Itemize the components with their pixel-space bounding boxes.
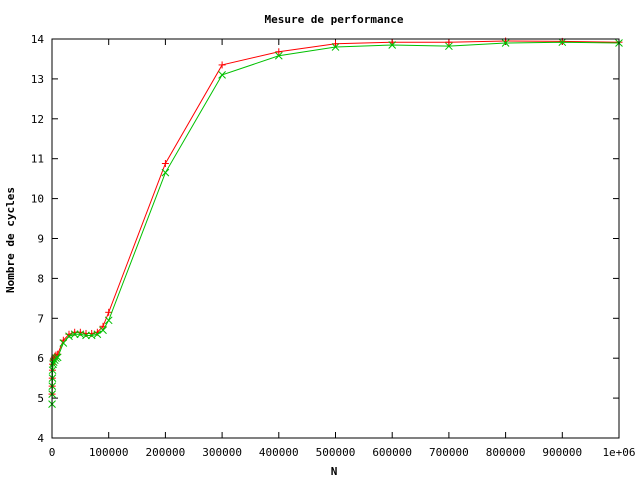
x-tick-label: 600000 xyxy=(372,446,412,459)
data-point xyxy=(65,332,73,341)
data-point xyxy=(332,40,339,48)
x-tick-label: 900000 xyxy=(542,446,582,459)
data-point xyxy=(445,38,453,46)
series-2 xyxy=(48,38,623,408)
data-point xyxy=(558,38,567,47)
data-point xyxy=(218,71,226,79)
x-axis-label: N xyxy=(331,465,338,478)
data-point xyxy=(49,358,58,367)
x-tick-label: 800000 xyxy=(486,446,526,459)
y-tick-label: 10 xyxy=(31,193,44,206)
data-point xyxy=(218,61,226,69)
y-tick-label: 5 xyxy=(37,392,44,405)
data-point xyxy=(161,168,170,177)
data-point xyxy=(70,330,79,339)
y-tick-label: 14 xyxy=(31,33,45,46)
y-tick-label: 8 xyxy=(37,272,44,285)
x-tick-label: 400000 xyxy=(259,446,299,459)
series-layer xyxy=(48,37,623,408)
data-point xyxy=(105,308,113,316)
x-tick-label: 300000 xyxy=(202,446,242,459)
y-tick-label: 6 xyxy=(37,352,44,365)
data-point xyxy=(48,366,57,375)
y-tick-label: 4 xyxy=(37,432,44,445)
chart-title: Mesure de performance xyxy=(264,13,403,26)
x-tick-label: 500000 xyxy=(316,446,356,459)
data-point xyxy=(59,339,68,347)
series-2-line xyxy=(51,41,620,405)
x-tick-label: 1e+06 xyxy=(602,446,635,459)
x-tick-label: 700000 xyxy=(429,446,469,459)
data-point xyxy=(99,326,107,335)
data-point xyxy=(274,51,283,60)
x-tick-label: 100000 xyxy=(89,446,129,459)
data-point xyxy=(501,39,510,47)
data-point xyxy=(93,330,102,339)
y-tick-label: 12 xyxy=(31,113,44,126)
y-tick-label: 13 xyxy=(31,73,44,86)
data-point xyxy=(82,331,90,340)
data-point xyxy=(52,354,60,363)
data-point xyxy=(388,41,397,49)
data-point xyxy=(161,159,169,167)
data-point xyxy=(275,48,283,56)
x-tick-label: 0 xyxy=(49,446,56,459)
data-point xyxy=(49,360,57,369)
data-point xyxy=(331,43,340,51)
plot-frame xyxy=(51,38,620,439)
y-tick-label: 9 xyxy=(37,233,44,246)
data-point xyxy=(445,42,453,51)
axes: 4 5 6 7 8 9 10 11 12 13 14 0 100000 200000 300000 40000… xyxy=(31,33,636,459)
y-axis-label: Nombre de cycles xyxy=(4,187,17,293)
y-tick-label: 11 xyxy=(31,153,44,166)
data-point xyxy=(53,353,62,362)
data-point xyxy=(104,316,113,325)
x-tick-label: 200000 xyxy=(146,446,186,459)
y-tick-label: 7 xyxy=(37,312,44,325)
